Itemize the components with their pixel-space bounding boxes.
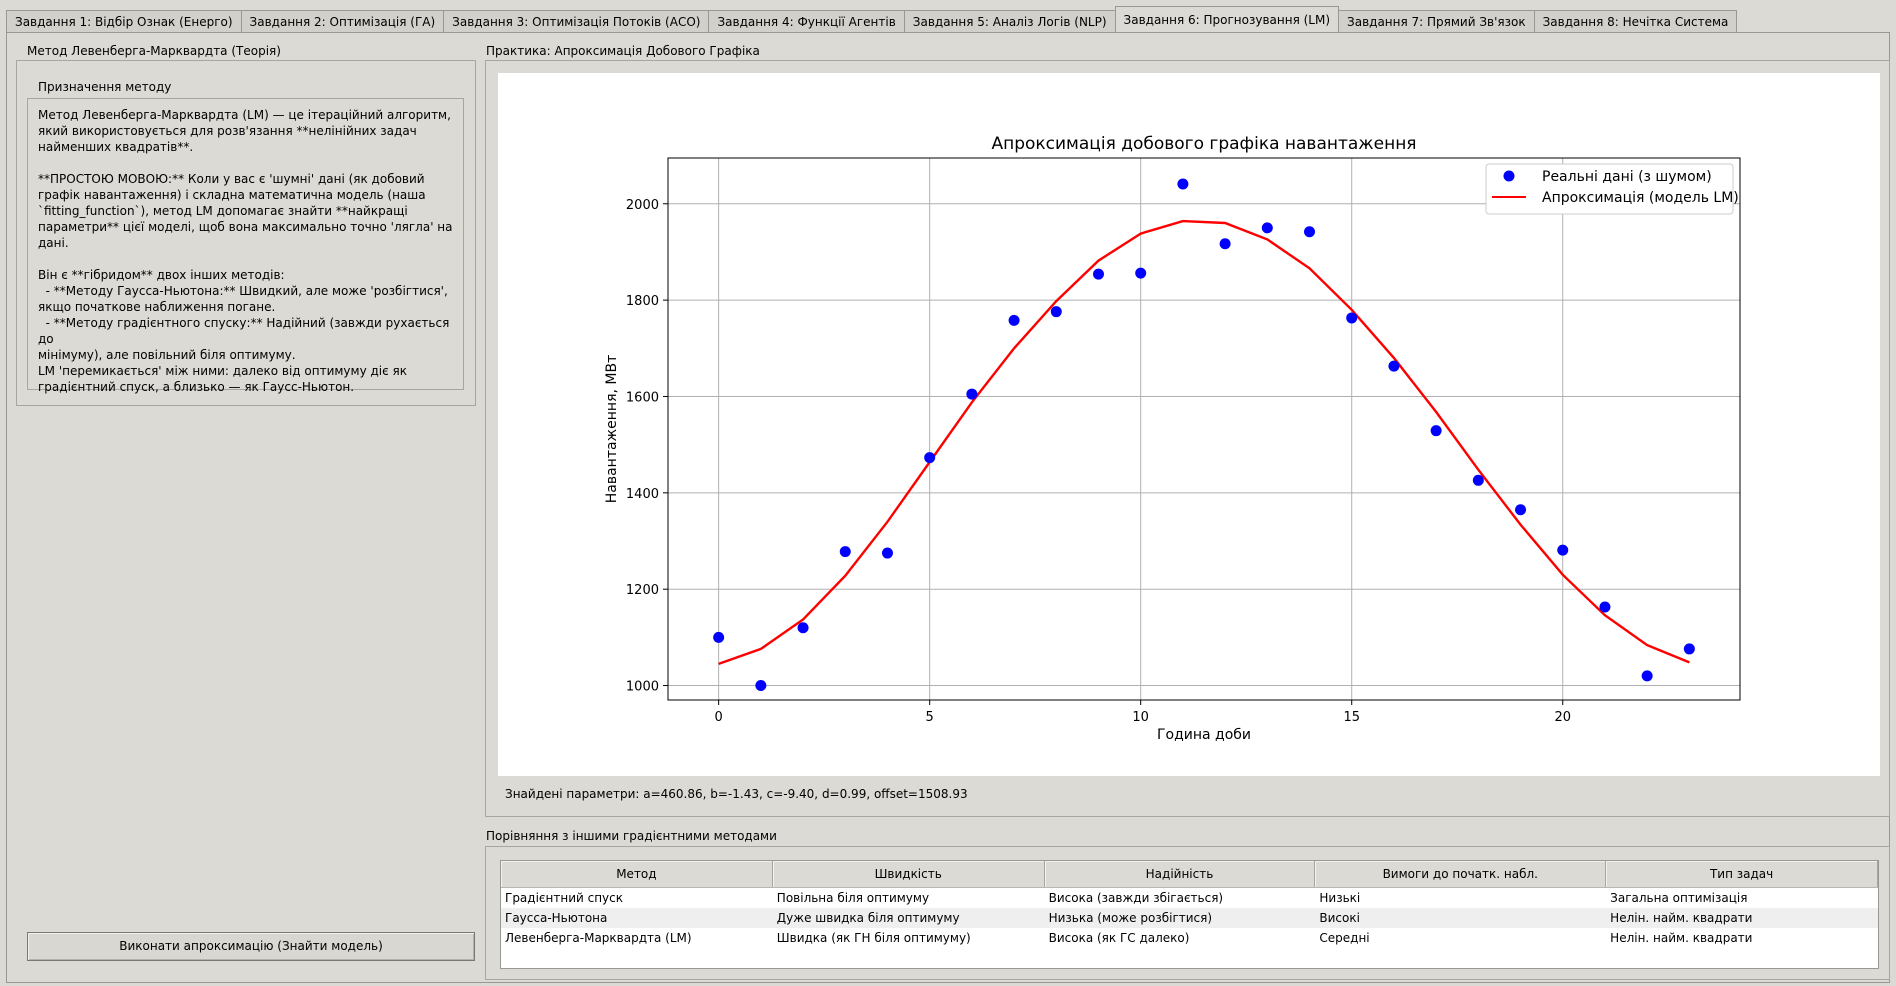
column-header-method[interactable]: Метод [501,861,773,887]
chart-ticks: 0 5 10 15 20 1000 1200 1400 1600 1800 2000 [626,198,1571,725]
tab-task-4[interactable]: Завдання 4: Функції Агентів [708,10,904,33]
comparison-group-title: Порівняння з іншими градієнтними методам… [486,829,777,843]
table-cell: Нелін. найм. квадрати [1610,931,1753,945]
theory-group-title: Метод Левенберга-Марквардта (Теорія) [27,44,281,58]
tab-task-5[interactable]: Завдання 5: Аналіз Логів (NLP) [903,10,1115,33]
tab-task-7[interactable]: Завдання 7: Прямий Зв'язок [1339,10,1534,33]
fit-series [718,219,1690,666]
x-tick-label: 20 [1554,710,1571,725]
tab-task-2[interactable]: Завдання 2: Оптимізація (ГА) [240,10,444,33]
table-cell: Високі [1319,911,1360,925]
data-point [1050,306,1062,318]
table-header: Метод Швидкість Надійність Вимоги до поч… [501,861,1878,888]
table-cell: Нелін. найм. квадрати [1610,911,1753,925]
comparison-table: Метод Швидкість Надійність Вимоги до поч… [500,860,1879,969]
data-point [1515,504,1527,516]
column-header-speed[interactable]: Швидкість [772,861,1045,887]
data-point [1472,474,1484,486]
legend-box [1485,163,1734,215]
comparison-group-frame [485,846,1890,980]
y-tick-label: 1200 [626,583,659,598]
found-parameters: Знайдені параметри: a=460.86, b=-1.43, c… [505,787,968,801]
x-tick-label: 0 [715,710,723,725]
chart-grid [668,158,1740,700]
plot-frame [667,157,1741,701]
table-cell: Низькі [1319,891,1361,905]
data-point [1304,226,1316,238]
data-point [1641,670,1653,682]
column-header-initial-requirements[interactable]: Вимоги до початк. набл. [1315,861,1607,887]
y-tick-label: 1600 [626,390,659,405]
table-cell: Гаусса-Ньютона [505,911,608,925]
tab-task-1[interactable]: Завдання 1: Відбір Ознак (Енерго) [6,10,241,33]
data-point [924,452,936,464]
data-point [1388,360,1400,372]
y-tick-label: 2000 [626,198,659,213]
y-tick-label: 1000 [626,680,659,695]
data-point [797,622,809,634]
table-cell: Низька (може розбігтися) [1048,911,1213,925]
x-axis-label: Година доби [1157,727,1251,743]
table-row[interactable]: Левенберга-Марквардта (LM) Швидка (як ГН… [501,928,1878,948]
tab-task-8[interactable]: Завдання 8: Нечітка Система [1533,10,1738,33]
data-point [1599,601,1611,613]
data-point [713,631,725,643]
data-series [713,178,1695,692]
chart-title: Апроксимація добового графіка навантажен… [991,134,1416,154]
theory-group-frame [16,60,476,406]
table-cell: Середні [1319,931,1370,945]
column-header-reliability[interactable]: Надійність [1044,861,1316,887]
table-cell: Дуже швидка біля оптимуму [776,911,960,925]
y-tick-label: 1800 [626,294,659,309]
data-point [1008,314,1020,326]
column-header-task-type[interactable]: Тип задач [1606,861,1878,887]
practice-group-title: Практика: Апроксимація Добового Графіка [486,44,760,58]
fit-line [718,219,1690,666]
y-axis-label: Навантаження, МВт [604,355,620,504]
legend-scatter-label: Реальні дані (з шумом) [1542,169,1712,185]
tab-task-6[interactable]: Завдання 6: Прогнозування (LM) [1114,6,1340,33]
data-point [1683,643,1695,655]
legend-scatter-marker [1503,170,1515,182]
table-cell: Градієнтний спуск [505,891,623,905]
data-point [1135,267,1147,279]
table-row[interactable]: Градієнтний спуск Повільна біля оптимуму… [501,888,1878,908]
practice-group-frame [485,60,1890,817]
table-cell: Левенберга-Марквардта (LM) [505,931,692,945]
x-tick-label: 5 [926,710,934,725]
data-point [966,388,978,400]
data-point [755,680,767,692]
table-cell: Висока (завжди збігається) [1048,891,1224,905]
data-point [1261,222,1273,234]
data-point [1430,425,1442,437]
table-cell: Повільна біля оптимуму [776,891,930,905]
data-point [1092,268,1104,280]
data-point [1219,238,1231,250]
tab-bar: Завдання 1: Відбір Ознак (Енерго) Завдан… [6,6,1738,33]
tab-panel-top-border [6,32,1890,33]
data-point [1557,544,1569,556]
data-point [1177,178,1189,190]
legend-line-label: Апроксимація (модель LM) [1542,190,1739,206]
purpose-text-box: Метод Левенберга-Марквардта (LM) — це іт… [27,98,464,394]
load-chart: 0 5 10 15 20 1000 1200 1400 1600 1800 2000 Апрокси… [604,134,1741,743]
chart-legend: Реальні дані (з шумом) Апроксимація (мод… [1485,163,1739,215]
purpose-text: Метод Левенберга-Марквардта (LM) — це іт… [38,108,453,394]
table-row[interactable]: Гаусса-Ньютона Дуже швидка біля оптимуму… [501,908,1878,928]
table-cell: Загальна оптимізація [1610,891,1748,905]
run-approximation-button[interactable]: Виконати апроксимацію (Знайти модель) [27,932,475,961]
purpose-group-title: Призначення методу [38,80,172,94]
x-tick-label: 15 [1343,710,1360,725]
y-tick-label: 1400 [626,487,659,502]
tab-task-3[interactable]: Завдання 3: Оптимізація Потоків (АСО) [443,10,709,33]
data-point [1346,312,1358,324]
x-tick-label: 10 [1132,710,1149,725]
chart-canvas: 0 5 10 15 20 1000 1200 1400 1600 1800 2000 Апрокси… [498,73,1880,776]
data-point [839,546,851,558]
data-point [881,547,893,559]
table-cell: Швидка (як ГН біля оптимуму) [776,931,971,945]
table-cell: Висока (як ГС далеко) [1048,931,1190,945]
